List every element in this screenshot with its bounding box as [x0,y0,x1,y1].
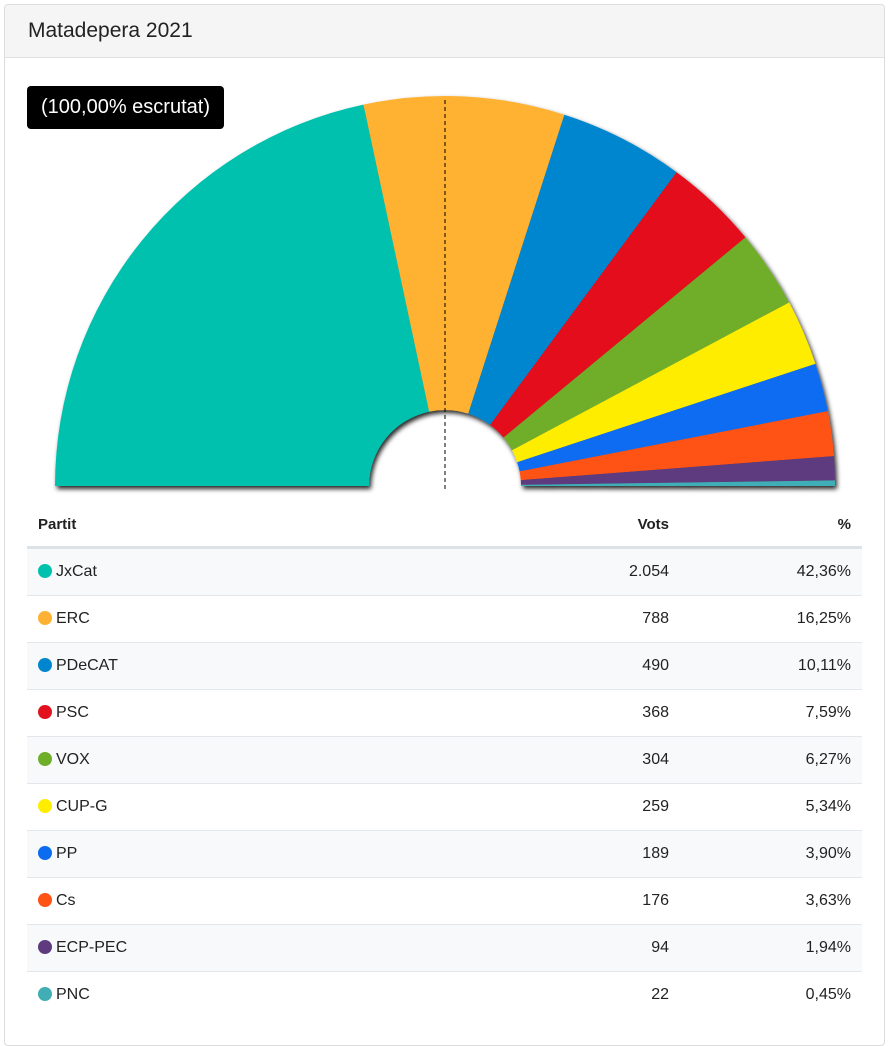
table-row: PP 189 3,90% [27,830,862,878]
scrutiny-badge: (100,00% escrutat) [27,86,224,129]
party-color-dot-icon [38,752,52,766]
votes-cell: 490 [498,642,680,690]
seat-slice-pp[interactable] [517,363,828,472]
col-header-party: Partit [27,502,498,549]
col-header-votes: Vots [498,502,680,549]
pct-cell: 0,45% [680,971,862,1018]
table-row: PDeCAT 490 10,11% [27,642,862,690]
party-color-dot-icon [38,987,52,1001]
col-header-pct: % [680,502,862,549]
table-row: PNC 22 0,45% [27,971,862,1018]
results-card: Matadepera 2021 (100,00% escrutat) Parti… [4,4,885,1046]
party-cell: ECP-PEC [27,924,498,972]
party-color-dot-icon [38,893,52,907]
votes-cell: 189 [498,830,680,878]
hemicycle-svg [55,96,835,492]
table-row: VOX 304 6,27% [27,736,862,784]
table-row: PSC 368 7,59% [27,689,862,737]
party-name: JxCat [56,563,97,580]
pct-cell: 1,94% [680,924,862,972]
votes-cell: 94 [498,924,680,972]
party-color-dot-icon [38,846,52,860]
party-name: PDeCAT [56,657,118,674]
party-cell: Cs [27,877,498,925]
table-row: ECP-PEC 94 1,94% [27,924,862,972]
pct-cell: 3,63% [680,877,862,925]
party-cell: PDeCAT [27,642,498,690]
party-name: ERC [56,610,90,627]
table-row: ERC 788 16,25% [27,595,862,643]
votes-cell: 2.054 [498,547,680,596]
seat-slice-pdecat[interactable] [468,114,677,425]
table-row: Cs 176 3,63% [27,877,862,925]
seat-slice-vox[interactable] [503,237,790,451]
votes-cell: 259 [498,783,680,831]
votes-cell: 176 [498,877,680,925]
table-row: JxCat 2.054 42,36% [27,547,862,596]
party-name: VOX [56,751,90,768]
pct-cell: 7,59% [680,689,862,737]
party-name: PSC [56,704,89,721]
seat-slice-jxcat[interactable] [55,104,430,487]
pct-cell: 16,25% [680,595,862,643]
pct-cell: 3,90% [680,830,862,878]
party-cell: CUP-G [27,783,498,831]
party-cell: PSC [27,689,498,737]
table-header-row: Partit Vots % [27,502,862,549]
votes-cell: 22 [498,971,680,1018]
party-color-dot-icon [38,611,52,625]
results-table: Partit Vots % JxCat 2.054 42,36% ERC 788 16,2… [27,502,862,1018]
pct-cell: 42,36% [680,547,862,596]
pct-cell: 10,11% [680,642,862,690]
votes-cell: 368 [498,689,680,737]
party-cell: JxCat [27,547,498,596]
party-name: Cs [56,892,76,909]
party-cell: VOX [27,736,498,784]
seat-slice-cup-g[interactable] [512,302,816,463]
seat-slice-pnc[interactable] [520,480,835,486]
party-color-dot-icon [38,940,52,954]
votes-cell: 304 [498,736,680,784]
party-name: PNC [56,986,90,1003]
votes-cell: 788 [498,595,680,643]
party-cell: ERC [27,595,498,643]
pct-cell: 5,34% [680,783,862,831]
party-name: ECP-PEC [56,939,128,956]
pct-cell: 6,27% [680,736,862,784]
party-color-dot-icon [38,564,52,578]
card-title: Matadepera 2021 [5,5,884,58]
results-rows: JxCat 2.054 42,36% ERC 788 16,25% PDeCAT 490 10,… [27,547,862,1018]
seat-slice-erc[interactable] [363,96,565,414]
party-name: CUP-G [56,798,108,815]
party-color-dot-icon [38,799,52,813]
hemicycle-chart: (100,00% escrutat) [5,58,884,498]
party-cell: PNC [27,971,498,1018]
party-color-dot-icon [38,705,52,719]
table-row: CUP-G 259 5,34% [27,783,862,831]
party-name: PP [56,845,78,862]
seat-slice-ecp-pec[interactable] [520,456,835,485]
party-cell: PP [27,830,498,878]
seat-slice-cs[interactable] [519,411,834,481]
seat-slice-psc[interactable] [490,172,746,438]
party-color-dot-icon [38,658,52,672]
